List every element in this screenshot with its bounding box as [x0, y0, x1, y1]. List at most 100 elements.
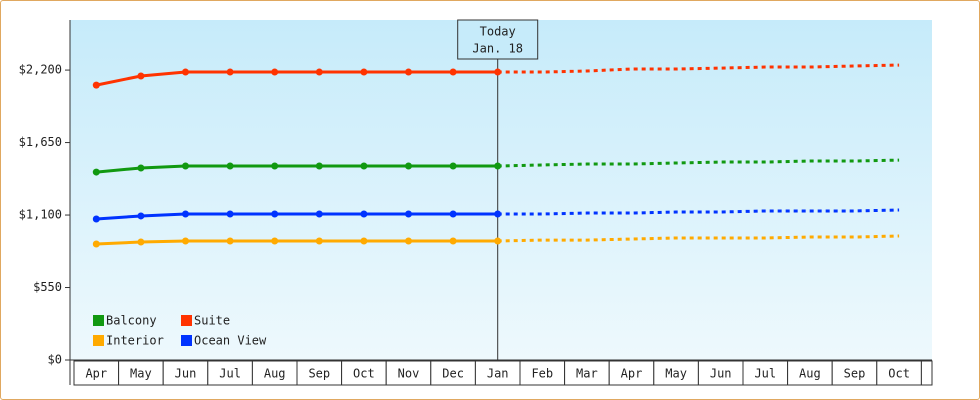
x-tick-box: [831, 360, 878, 386]
x-tick-label: Jun: [710, 367, 732, 381]
forecast-line: [497, 158, 900, 168]
forecast-line: [497, 63, 900, 74]
point: [92, 240, 100, 248]
point: [405, 68, 412, 76]
x-tick-label: Sep: [308, 367, 330, 381]
x-tick-box: [876, 360, 922, 386]
point: [92, 215, 100, 223]
x-tick-box: [608, 360, 655, 386]
point: [360, 68, 368, 76]
x-tick-label: Oct: [353, 367, 375, 381]
history-line: [96, 164, 498, 174]
point: [226, 237, 234, 245]
point: [449, 237, 457, 245]
legend-label: Balcony: [106, 314, 157, 328]
today-label: Jan. 18: [472, 42, 523, 56]
point: [137, 164, 145, 172]
history-line: [96, 239, 498, 246]
point: [494, 162, 502, 170]
point: [271, 162, 279, 170]
point: [405, 162, 412, 170]
x-tick-label: Apr: [621, 367, 643, 381]
forecast-line: [497, 234, 900, 243]
point: [92, 81, 100, 89]
legend-label: Interior: [106, 334, 164, 348]
history-line: [96, 70, 498, 87]
x-tick-label: Aug: [264, 367, 286, 381]
point: [271, 68, 279, 76]
x-tick-label: Sep: [844, 367, 866, 381]
point: [494, 68, 502, 76]
point: [315, 68, 323, 76]
point: [449, 162, 457, 170]
y-tick-label: $2,200: [19, 63, 62, 77]
plot-area: [70, 20, 932, 360]
point: [494, 237, 502, 245]
point: [315, 237, 323, 245]
x-tick-label: Nov: [398, 367, 420, 381]
x-tick-label: May: [130, 367, 152, 381]
point: [405, 210, 412, 218]
point: [271, 210, 279, 218]
x-tick-label: Apr: [85, 367, 107, 381]
point: [360, 210, 368, 218]
forecast-line: [497, 208, 900, 216]
point: [360, 237, 368, 245]
x-tick-box: [118, 360, 164, 386]
x-tick-label: May: [665, 367, 687, 381]
point: [137, 72, 145, 80]
point: [315, 162, 323, 170]
point: [494, 210, 502, 218]
point: [449, 68, 457, 76]
point: [449, 210, 457, 218]
legend-swatch: [181, 335, 192, 346]
point: [137, 238, 145, 246]
x-tick-box: [251, 360, 298, 386]
point: [226, 68, 234, 76]
point: [315, 210, 323, 218]
point: [405, 237, 412, 245]
y-tick-label: $1,100: [19, 208, 62, 222]
legend-swatch: [93, 335, 104, 346]
x-tick-label: Jun: [175, 367, 197, 381]
y-tick-label: $550: [33, 280, 62, 294]
history-line: [96, 212, 498, 221]
point: [137, 212, 145, 220]
x-tick-label: Jan: [487, 367, 509, 381]
x-tick-label: Feb: [531, 367, 553, 381]
legend-swatch: [93, 315, 104, 326]
x-tick-box: [162, 360, 209, 386]
x-tick-box: [385, 360, 432, 386]
x-tick-label: Oct: [888, 367, 910, 381]
today-label: Today: [480, 25, 516, 39]
point: [271, 237, 279, 245]
x-tick-label: Aug: [799, 367, 821, 381]
x-tick-label: Jul: [754, 367, 776, 381]
x-tick-box: [920, 360, 933, 386]
legend-label: Ocean View: [194, 334, 267, 348]
y-tick-label: $0: [48, 353, 62, 367]
point: [92, 168, 100, 176]
x-tick-box: [697, 360, 744, 386]
x-tick-box: [564, 360, 610, 386]
legend-swatch: [181, 315, 192, 326]
legend-label: Suite: [194, 314, 230, 328]
x-tick-label: Dec: [442, 367, 464, 381]
x-tick-box: [73, 360, 120, 386]
x-tick-label: Mar: [576, 367, 598, 381]
point: [360, 162, 368, 170]
x-tick-box: [207, 360, 253, 386]
y-tick-label: $1,650: [19, 135, 62, 149]
today-box: [457, 19, 539, 60]
point: [182, 237, 189, 245]
point: [182, 210, 189, 218]
point: [226, 162, 234, 170]
point: [226, 210, 234, 218]
x-tick-box: [474, 360, 521, 386]
x-tick-box: [742, 360, 789, 386]
point: [182, 162, 189, 170]
x-tick-label: Jul: [219, 367, 241, 381]
point: [182, 68, 189, 76]
